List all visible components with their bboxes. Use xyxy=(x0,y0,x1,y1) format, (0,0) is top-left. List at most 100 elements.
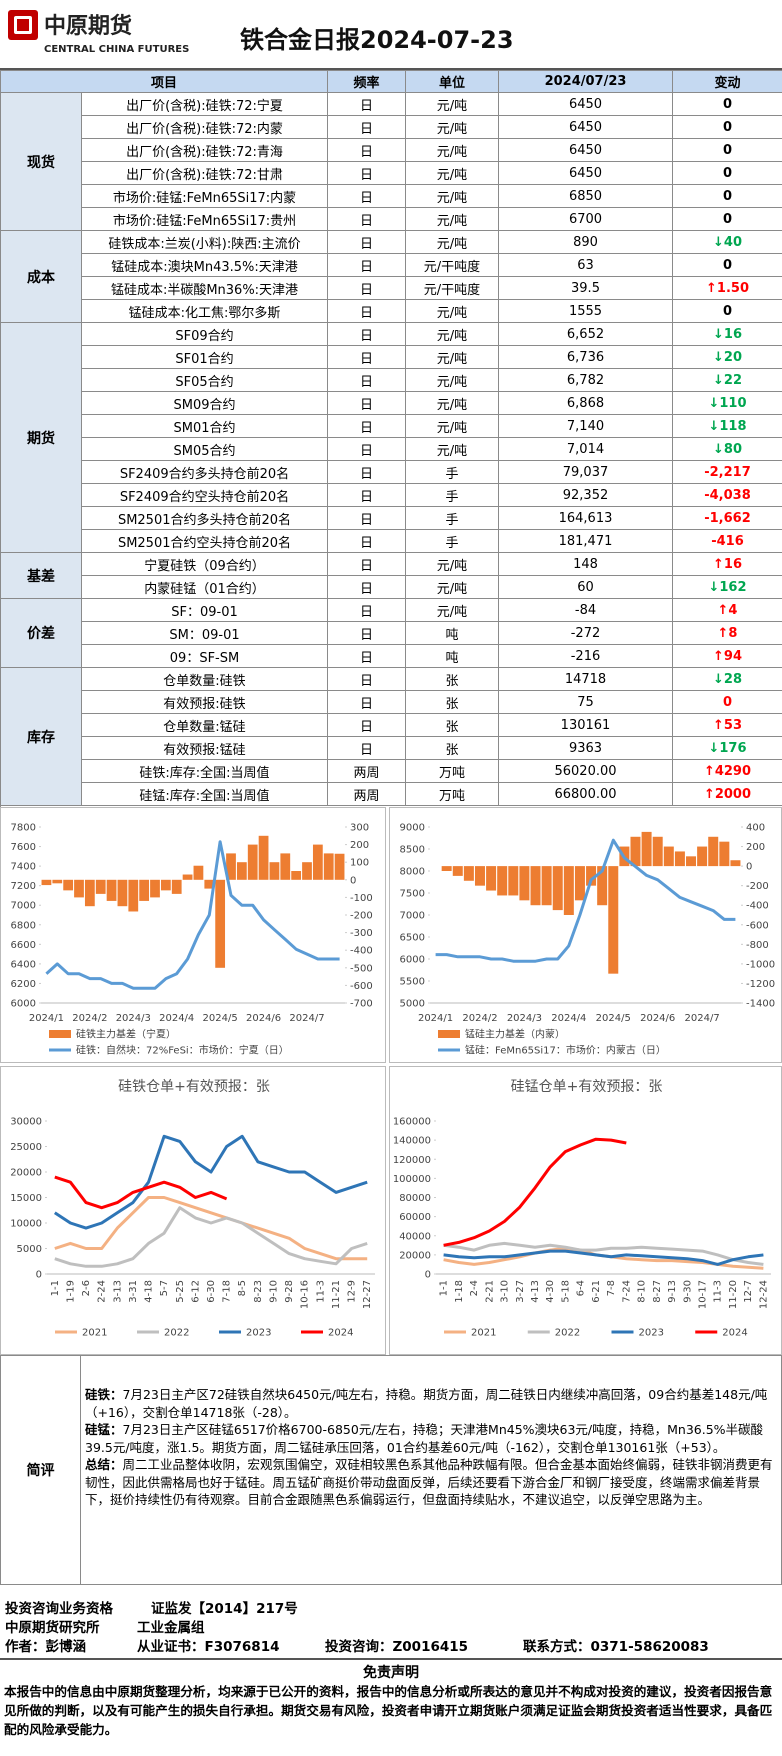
table-cell: 7,140 xyxy=(499,415,673,438)
x-tick-label: 8-5 xyxy=(237,1280,248,1296)
table-cell: 出厂价(含税):硅铁:72:甘肃 xyxy=(82,162,328,185)
table-cell: -272 xyxy=(499,622,673,645)
change-cell: 0 xyxy=(673,254,782,277)
change-cell: ↑53 xyxy=(673,714,782,737)
bar xyxy=(106,879,117,901)
table-cell: 日 xyxy=(328,691,406,714)
legend-label: 硅铁：自然块：72%FeSi：市场价：宁夏（日） xyxy=(76,1044,289,1057)
legend-label: 2023 xyxy=(246,1328,271,1339)
x-tick-label: 1-18 xyxy=(454,1280,465,1303)
change-cell: ↓28 xyxy=(673,668,782,691)
legend-label: 2021 xyxy=(82,1328,107,1339)
table-cell: -84 xyxy=(499,599,673,622)
y2-tick-label: 400 xyxy=(746,823,765,834)
y-tick-label: 6400 xyxy=(11,959,36,970)
y2-tick-label: -700 xyxy=(350,999,373,1010)
table-cell: SF：09-01 xyxy=(82,599,328,622)
disclaimer-text: 本报告中的信息由中原期货整理分析，均来源于已公开的资料，报告中的信息分析或所表达… xyxy=(4,1684,773,1737)
bar xyxy=(730,860,741,867)
bar xyxy=(182,874,193,880)
bar xyxy=(269,862,280,880)
table-cell: 张 xyxy=(406,668,499,691)
table-cell: 日 xyxy=(328,714,406,737)
footer-text: 证监发【2014】217号 xyxy=(151,1601,298,1617)
table-cell: 日 xyxy=(328,645,406,668)
x-tick-label: 2024/7 xyxy=(685,1013,720,1024)
change-cell: -1,662 xyxy=(673,507,782,530)
paragraph-lead: 总结： xyxy=(85,1457,123,1472)
table-cell: 宁夏硅铁（09合约） xyxy=(82,553,328,576)
y-tick-label: 40000 xyxy=(399,1231,431,1242)
y2-tick-label: -600 xyxy=(350,981,373,992)
y-tick-label: 6000 xyxy=(11,999,36,1010)
x-tick-label: 5-18 xyxy=(560,1280,571,1303)
bar xyxy=(652,836,663,867)
logo-mark xyxy=(14,16,32,34)
y-tick-label: 5000 xyxy=(17,1244,42,1255)
table-cell: 日 xyxy=(328,530,406,553)
y2-tick-label: -500 xyxy=(350,963,373,974)
footer-text: 工业金属组 xyxy=(137,1620,205,1636)
table-cell: 锰硅成本:化工焦:鄂尔多斯 xyxy=(82,300,328,323)
table-cell: 元/吨 xyxy=(406,116,499,139)
data-table: 项目 频率 单位 2024/07/23 变动 出厂价(含税):硅铁:72:宁夏日元/吨 64… xyxy=(0,70,782,807)
x-tick-label: 12-9 xyxy=(347,1280,358,1303)
paragraph-text: 7月23日主产区72硅铁自然块6450元/吨左右，持稳。期货方面，周二硅铁日内继… xyxy=(85,1387,768,1420)
bar xyxy=(474,866,485,886)
header: 中原期货 CENTRAL CHINA FUTURES 铁合金日报2024-07-… xyxy=(0,0,782,70)
table-cell: 手 xyxy=(406,507,499,530)
table-cell: 6,868 xyxy=(499,392,673,415)
logo-en: CENTRAL CHINA FUTURES xyxy=(44,44,190,55)
table-cell: 6,782 xyxy=(499,369,673,392)
footer-text: 中原期货研究所 xyxy=(5,1620,100,1636)
bar xyxy=(280,853,291,880)
y2-tick-label: -400 xyxy=(746,901,769,912)
y-tick-label: 0 xyxy=(36,1270,42,1281)
change-cell: ↓110 xyxy=(673,392,782,415)
table-cell: 6850 xyxy=(499,185,673,208)
table-cell: 日 xyxy=(328,185,406,208)
change-cell: ↓40 xyxy=(673,231,782,254)
column-header: 项目 xyxy=(1,70,328,93)
legend-swatch xyxy=(438,1030,460,1038)
bar xyxy=(630,836,641,867)
table-cell: 日 xyxy=(328,139,406,162)
section-label: 期货 xyxy=(1,323,82,553)
table-cell: 出厂价(含税):硅铁:72:宁夏 xyxy=(82,93,328,116)
table-cell: 元/吨 xyxy=(406,415,499,438)
table-cell: 148 xyxy=(499,553,673,576)
y2-tick-label: 0 xyxy=(350,875,356,886)
table-cell: 万吨 xyxy=(406,760,499,783)
legend-label: 硅铁主力基差（宁夏） xyxy=(76,1028,176,1041)
y-tick-label: 140000 xyxy=(393,1136,431,1147)
bar xyxy=(697,846,708,867)
x-tick-label: 6-30 xyxy=(206,1280,217,1303)
x-tick-label: 11-20 xyxy=(728,1280,739,1309)
legend-label: 2024 xyxy=(722,1328,747,1339)
x-tick-label: 2-6 xyxy=(81,1280,92,1296)
bar xyxy=(323,853,334,880)
x-tick-label: 4-13 xyxy=(530,1280,541,1303)
table-cell: 日 xyxy=(328,323,406,346)
table-cell: 日 xyxy=(328,277,406,300)
x-tick-label: 12-27 xyxy=(362,1280,373,1309)
table-cell: 仓单数量:锰硅 xyxy=(82,714,328,737)
paragraph-lead: 硅锰： xyxy=(85,1422,123,1437)
table-cell: 日 xyxy=(328,300,406,323)
table-cell: 元/吨 xyxy=(406,438,499,461)
x-tick-label: 2024/3 xyxy=(507,1013,542,1024)
change-cell: ↓22 xyxy=(673,369,782,392)
y-tick-label: 6600 xyxy=(11,940,36,951)
y-tick-label: 7400 xyxy=(11,862,36,873)
table-cell: 张 xyxy=(406,691,499,714)
change-cell: ↑2000 xyxy=(673,783,782,806)
bar xyxy=(452,866,463,876)
bar xyxy=(291,871,302,880)
y-tick-label: 5500 xyxy=(400,977,425,988)
y-tick-label: 7500 xyxy=(400,889,425,900)
legend-label: 锰硅主力基差（内蒙） xyxy=(465,1028,565,1041)
table-cell: SM09合约 xyxy=(82,392,328,415)
table-cell: 元/吨 xyxy=(406,553,499,576)
footer-text: 投资咨询：Z0016415 xyxy=(325,1639,469,1655)
legend-label: 2022 xyxy=(555,1328,580,1339)
